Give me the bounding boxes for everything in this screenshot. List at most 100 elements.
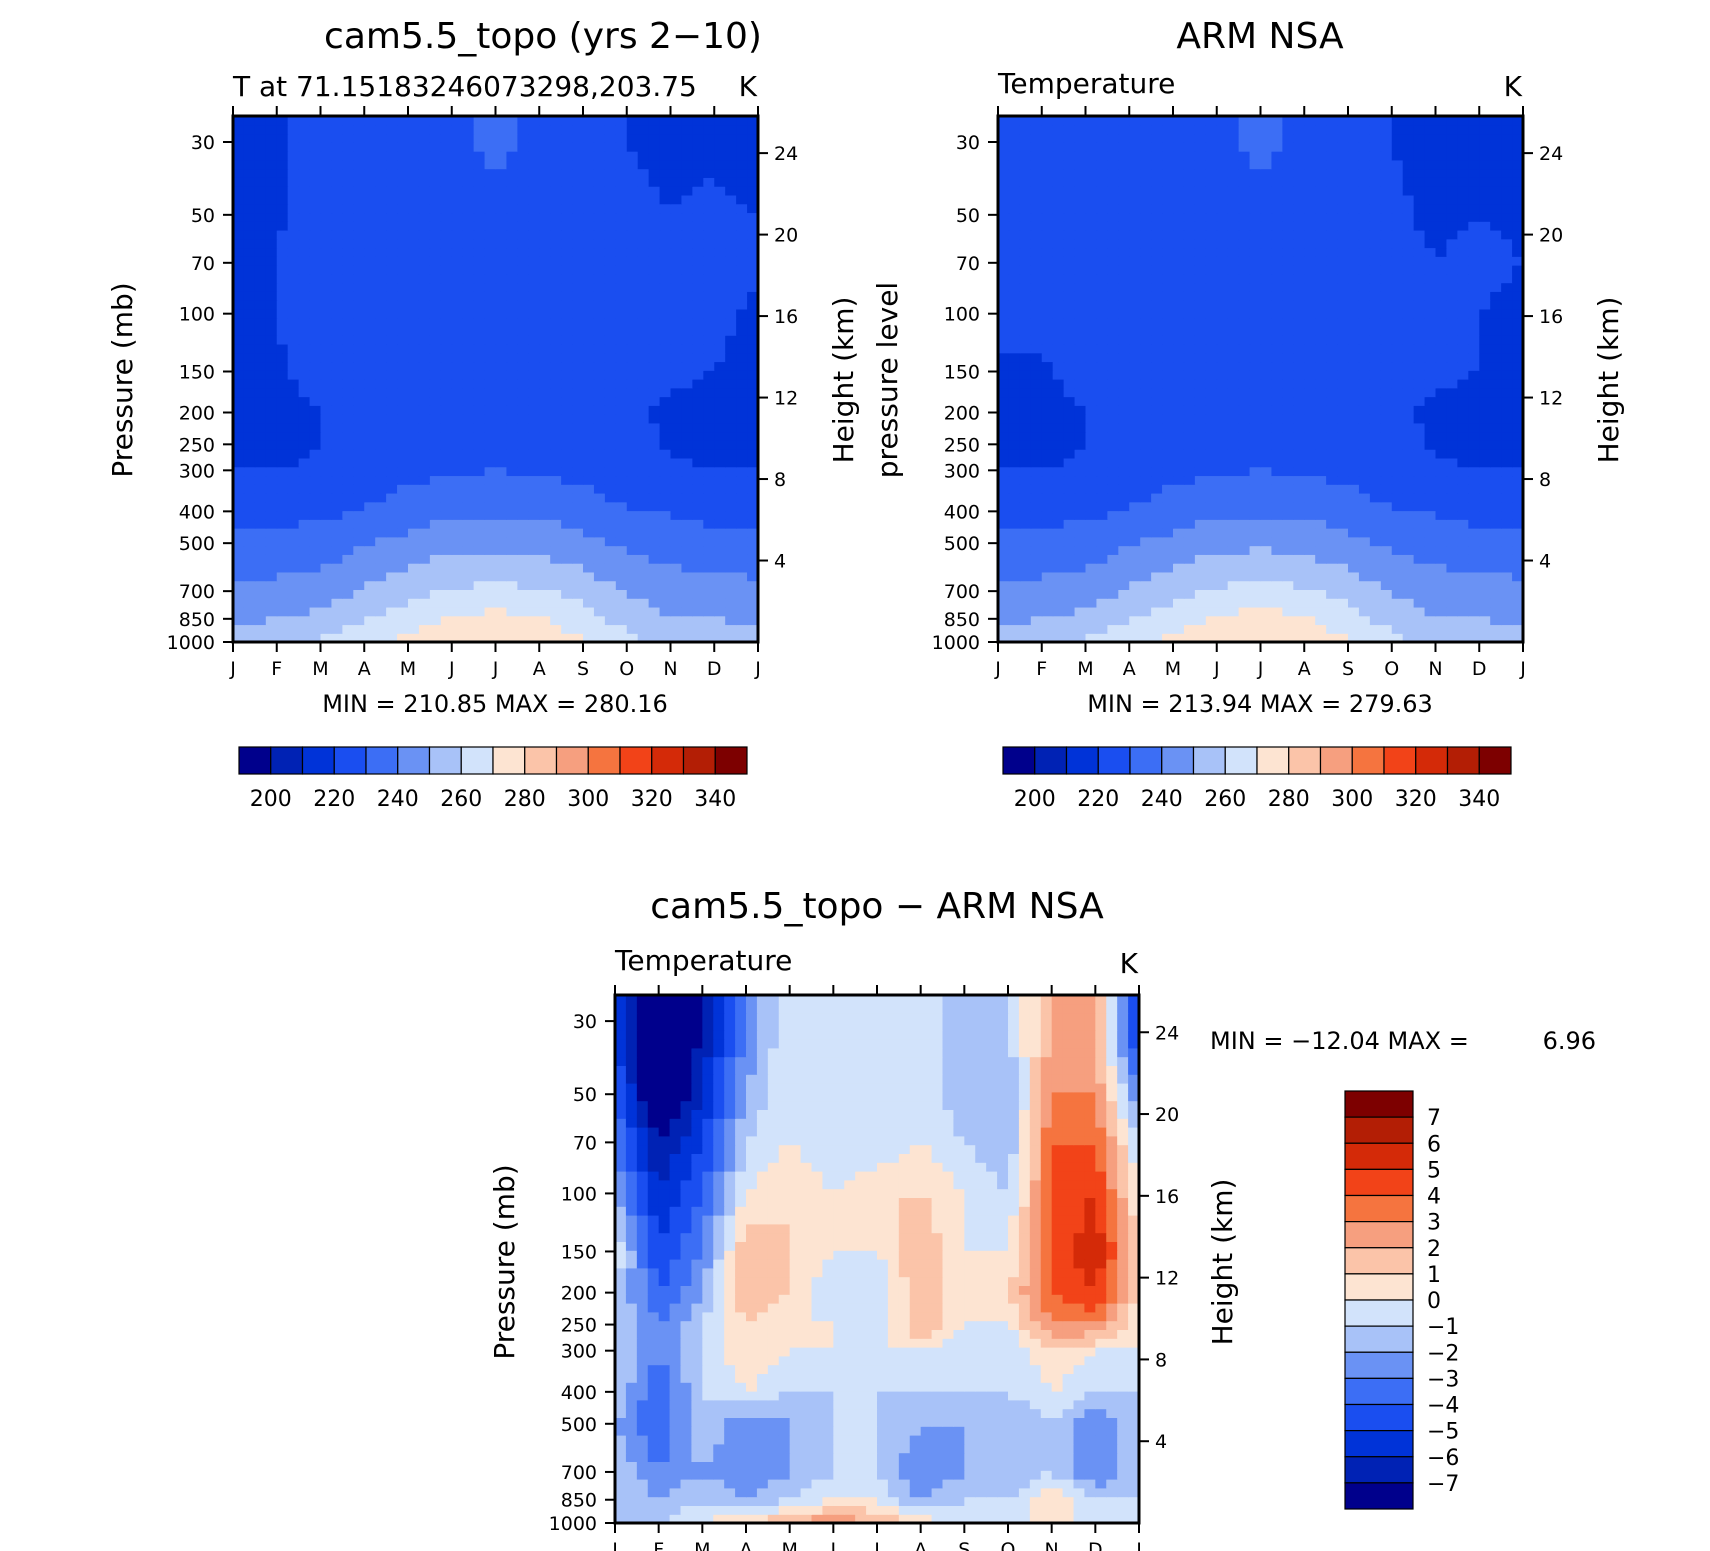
field-cell	[659, 221, 672, 231]
field-cell	[615, 519, 628, 529]
field-cell	[1140, 571, 1152, 582]
field-cell	[309, 116, 322, 126]
field-cell	[659, 256, 672, 266]
field-cell	[1479, 633, 1491, 642]
field-cell	[670, 300, 683, 310]
field-cell	[998, 554, 1010, 564]
field-cell	[1358, 343, 1371, 354]
field-cell	[342, 142, 354, 152]
field-cell	[408, 554, 420, 564]
field-cell	[1348, 326, 1360, 336]
field-cell	[659, 484, 672, 494]
field-cell	[342, 519, 354, 529]
field-cell	[254, 606, 267, 617]
field-cell	[364, 440, 376, 450]
field-cell	[550, 466, 562, 477]
field-cell	[1227, 554, 1240, 564]
field-cell	[736, 519, 748, 529]
field-cell	[364, 484, 376, 494]
field-cell	[1194, 624, 1207, 634]
field-cell	[1293, 484, 1305, 494]
field-cell	[342, 431, 354, 441]
field-cell	[692, 256, 704, 266]
field-cell	[670, 606, 683, 617]
field-cell	[1446, 440, 1458, 450]
field-cell	[397, 501, 409, 512]
field-cell	[1271, 414, 1283, 424]
field-cell	[736, 528, 748, 538]
panel-obs: ARM NSA Temperature K 305070100150200250…	[871, 16, 1625, 812]
field-cell	[604, 203, 617, 214]
field-cell	[1337, 449, 1349, 459]
field-cell	[440, 238, 453, 249]
field-cell	[1151, 370, 1163, 380]
field-cell	[572, 449, 584, 459]
field-cell	[1129, 343, 1141, 354]
field-cell	[1402, 528, 1415, 538]
field-cell	[747, 168, 758, 178]
field-cell	[386, 326, 398, 336]
field-cell	[572, 256, 584, 266]
field-cell	[254, 466, 267, 477]
field-cell	[659, 563, 672, 573]
field-cell	[528, 116, 540, 126]
field-cell	[287, 151, 300, 161]
field-cell	[572, 370, 584, 380]
field-cell	[1380, 457, 1393, 468]
field-cell	[364, 387, 376, 398]
field-cell	[736, 633, 748, 642]
field-cell	[1019, 466, 1032, 477]
field-cell	[1205, 519, 1218, 529]
field-cell	[1085, 387, 1098, 398]
field-cell	[561, 580, 573, 590]
field-cell	[1151, 282, 1163, 292]
field-cell	[1315, 624, 1327, 634]
field-cell	[1216, 405, 1229, 415]
field-cell	[1315, 466, 1327, 477]
field-cell	[1260, 440, 1273, 450]
field-cell	[692, 440, 704, 450]
field-cell	[484, 238, 497, 249]
field-cell	[747, 343, 758, 354]
field-cell	[276, 238, 289, 249]
field-cell	[1457, 300, 1469, 310]
field-cell	[670, 580, 683, 590]
field-cell	[353, 159, 365, 170]
field-cell	[1304, 282, 1316, 292]
field-cell	[736, 116, 748, 126]
field-cell	[659, 449, 672, 459]
field-cell	[1337, 606, 1349, 617]
field-cell	[1052, 545, 1065, 555]
field-cell	[1358, 352, 1371, 363]
field-cell	[298, 194, 311, 205]
field-cell	[364, 229, 376, 240]
field-cell	[1019, 519, 1032, 529]
field-cell	[1457, 422, 1469, 433]
field-cell	[747, 519, 758, 529]
field-cell	[440, 475, 453, 485]
field-cell	[1348, 440, 1360, 450]
field-cell	[703, 501, 715, 512]
field-cell	[1457, 571, 1469, 582]
field-cell	[561, 273, 573, 284]
field-cell	[648, 422, 661, 433]
field-cell	[1369, 335, 1382, 345]
field-cell	[1052, 361, 1065, 371]
field-cell	[681, 580, 693, 590]
field-cell	[473, 519, 486, 529]
field-cell	[703, 177, 715, 187]
field-cell	[342, 580, 354, 590]
field-cell	[1457, 379, 1469, 389]
field-cell	[298, 598, 311, 608]
field-cell	[440, 317, 453, 327]
field-cell	[342, 466, 354, 477]
field-cell	[364, 633, 376, 642]
field-cell	[714, 273, 726, 284]
field-cell	[1129, 370, 1141, 380]
field-cell	[287, 273, 300, 284]
field-cell	[375, 624, 387, 634]
field-cell	[243, 501, 256, 512]
field-cell	[1315, 440, 1327, 450]
field-cell	[747, 203, 758, 214]
field-cell	[725, 265, 737, 275]
